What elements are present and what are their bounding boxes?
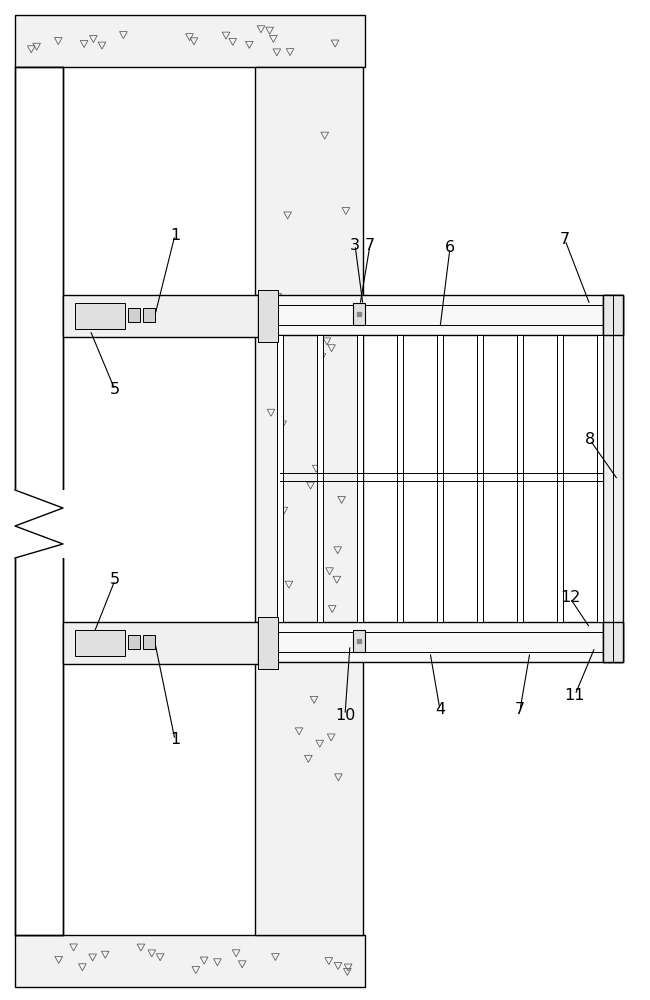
Bar [258,617,278,669]
Bar [15,15,365,67]
Text: 8: 8 [585,432,595,448]
Bar [603,622,623,662]
Bar [317,335,323,622]
Text: 6: 6 [445,240,455,255]
Text: 7: 7 [560,232,570,247]
Bar [15,67,63,935]
Bar [15,935,365,987]
Bar [517,335,523,622]
Bar [63,622,258,664]
Bar [255,622,623,662]
Bar [63,295,258,337]
Bar [258,290,278,342]
Bar [597,335,603,622]
Bar [143,635,155,649]
Bar [128,308,140,322]
Text: 7: 7 [365,237,375,252]
Text: 10: 10 [335,708,355,722]
Bar [437,335,443,622]
Text: 1: 1 [170,732,180,748]
Bar [353,630,365,652]
Bar [75,303,125,329]
Text: 3: 3 [350,237,360,252]
Bar [255,67,363,935]
Bar [128,635,140,649]
Bar [353,303,365,325]
Bar [477,335,483,622]
Text: 4: 4 [435,702,445,718]
Text: 5: 5 [110,572,120,587]
Bar [13,490,65,558]
Bar [397,335,403,622]
Text: 5: 5 [110,382,120,397]
Bar [603,295,623,662]
Bar [255,295,623,335]
Bar [143,308,155,322]
Bar [277,335,283,622]
Text: 11: 11 [565,688,585,702]
Bar [75,630,125,656]
Text: 12: 12 [560,590,580,605]
Text: 1: 1 [170,228,180,242]
Text: 7: 7 [515,702,525,718]
Bar [557,335,563,622]
Bar [357,335,363,622]
Bar [603,295,623,335]
